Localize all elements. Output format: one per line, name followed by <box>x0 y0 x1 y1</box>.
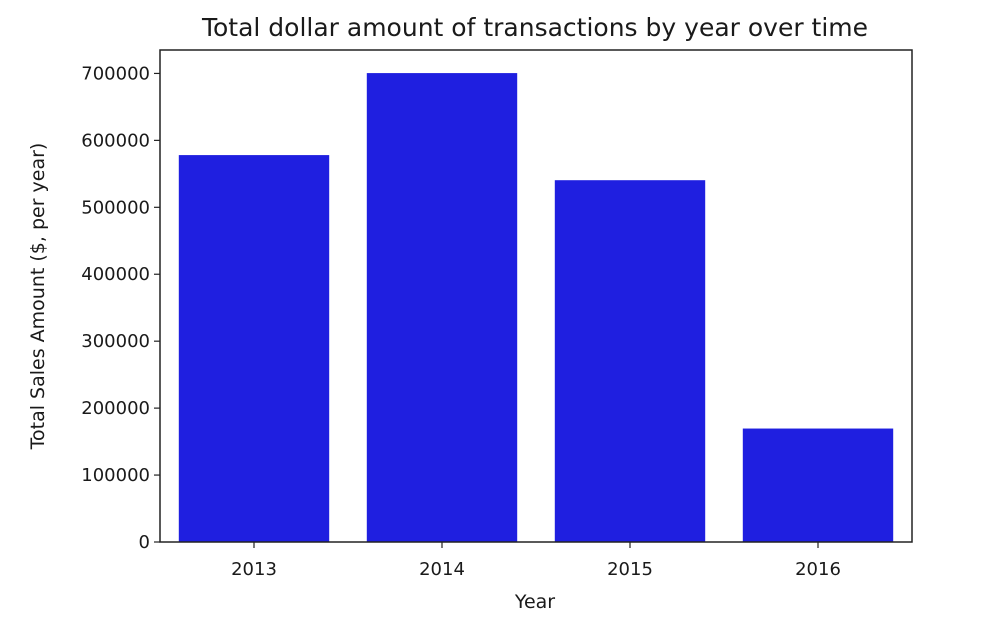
y-tick-label: 300000 <box>81 331 150 352</box>
x-tick-label: 2013 <box>231 559 277 580</box>
y-tick-label: 200000 <box>81 398 150 419</box>
plot-area: 0 100000 200000 300000 400000 500000 600000 700… <box>81 49 913 580</box>
y-tick-label: 500000 <box>81 197 150 218</box>
bar-2014 <box>366 73 518 542</box>
y-tick-label: 600000 <box>81 130 150 151</box>
x-tick-label: 2014 <box>419 559 465 580</box>
x-tick-label: 2016 <box>795 559 841 580</box>
y-axis-label: Total Sales Amount ($, per year) <box>27 143 49 451</box>
chart-title: Total dollar amount of transactions by y… <box>201 13 868 42</box>
bar-2016 <box>742 428 894 542</box>
x-tick-label: 2015 <box>607 559 653 580</box>
y-tick-label: 700000 <box>81 63 150 84</box>
y-tick-label: 0 <box>139 532 150 553</box>
y-tick-label: 100000 <box>81 465 150 486</box>
bar-2013 <box>178 155 330 542</box>
x-axis-label: Year <box>514 591 555 613</box>
bar-2015 <box>554 180 706 542</box>
y-tick-label: 400000 <box>81 264 150 285</box>
plot-frame <box>159 49 913 543</box>
